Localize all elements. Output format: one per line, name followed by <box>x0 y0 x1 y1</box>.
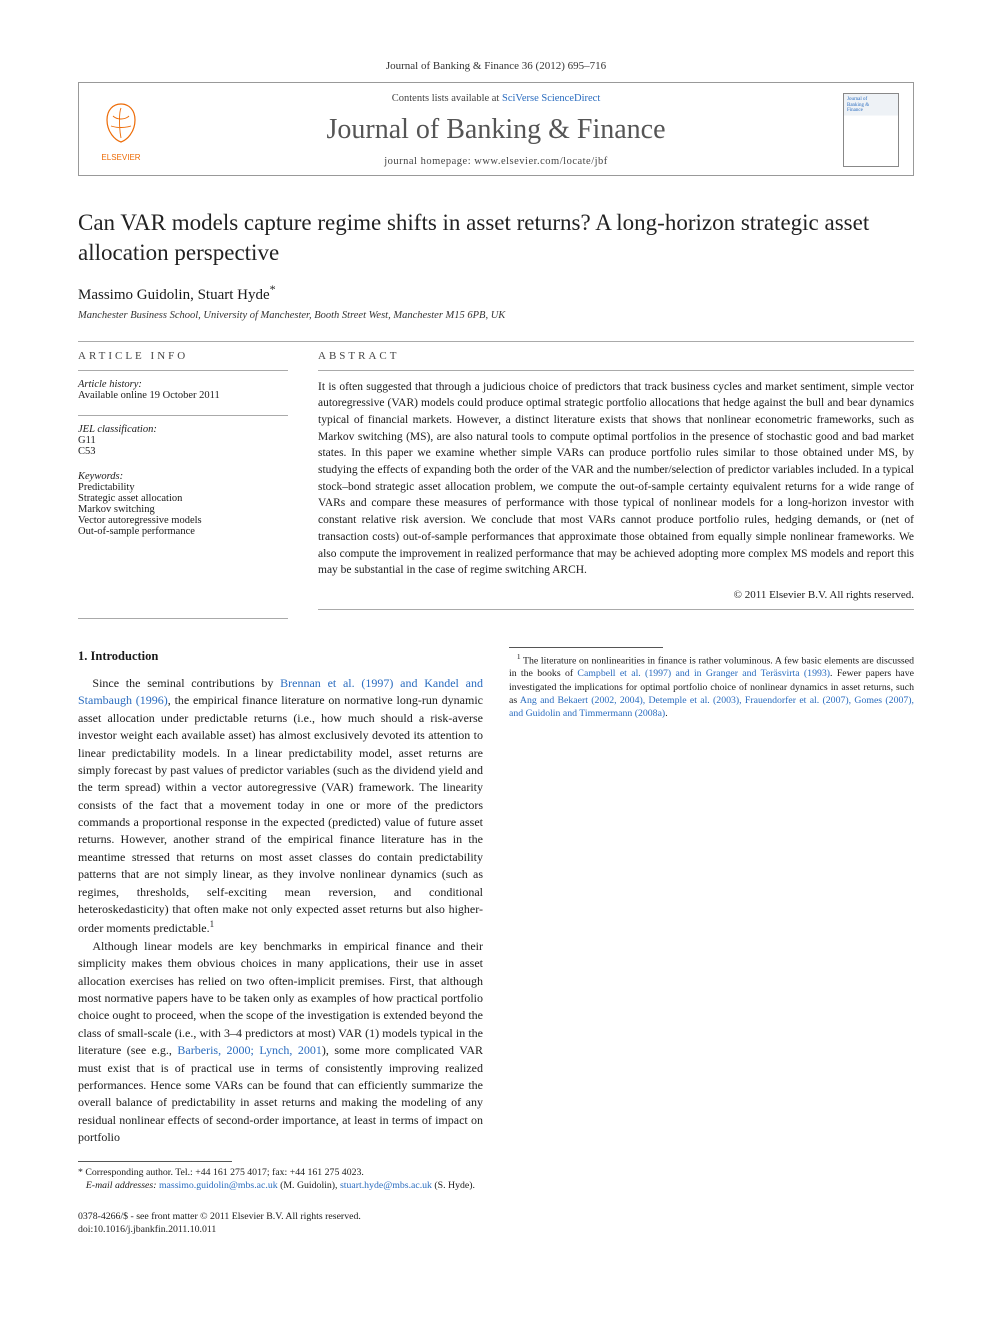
footnote-1: 1 The literature on nonlinearities in fi… <box>509 652 914 720</box>
email-link[interactable]: stuart.hyde@mbs.ac.uk <box>340 1180 432 1191</box>
header-center: Contents lists available at SciVerse Sci… <box>163 93 829 167</box>
elsevier-logo: ELSEVIER <box>93 98 149 162</box>
email-line: E-mail addresses: massimo.guidolin@mbs.a… <box>78 1179 483 1192</box>
text: Although linear models are key benchmark… <box>78 939 483 1057</box>
body-paragraph: Although linear models are key benchmark… <box>78 938 483 1147</box>
email-link[interactable]: massimo.guidolin@mbs.ac.uk <box>159 1180 278 1191</box>
jel-value: G11 <box>78 435 288 446</box>
journal-homepage-line: journal homepage: www.elsevier.com/locat… <box>163 156 829 167</box>
abstract-heading: ABSTRACT <box>318 350 914 362</box>
issn-line: 0378-4266/$ - see front matter © 2011 El… <box>78 1210 914 1223</box>
text: (S. Hyde). <box>432 1180 475 1191</box>
text: (M. Guidolin), <box>278 1180 340 1191</box>
journal-cover-thumbnail: Journal ofBanking &Finance <box>843 93 899 167</box>
footnotes-right: 1 The literature on nonlinearities in fi… <box>509 652 914 720</box>
body-columns: 1. Introduction Since the seminal contri… <box>78 647 914 1192</box>
authors-line: Massimo Guidolin, Stuart Hyde* <box>78 282 914 304</box>
contents-prefix: Contents lists available at <box>392 93 502 104</box>
footnote-separator <box>509 647 663 648</box>
abstract-column: ABSTRACT It is often suggested that thro… <box>318 350 914 618</box>
footnote-separator <box>78 1161 232 1162</box>
article-info-column: ARTICLE INFO Article history: Available … <box>78 350 288 618</box>
svg-text:ELSEVIER: ELSEVIER <box>101 153 140 162</box>
citation-link[interactable]: Ang and Bekaert (2002, 2004), Detemple e… <box>509 695 914 719</box>
footnote-marker: 1 <box>210 919 215 929</box>
email-label: E-mail addresses: <box>86 1180 157 1191</box>
keywords-block: Keywords: Predictability Strategic asset… <box>78 471 288 537</box>
history-label: Article history: <box>78 379 288 390</box>
keyword: Out-of-sample performance <box>78 526 288 537</box>
journal-title: Journal of Banking & Finance <box>163 114 829 146</box>
body-paragraph: Since the seminal contributions by Brenn… <box>78 675 483 938</box>
rule-top <box>78 341 914 342</box>
keyword: Markov switching <box>78 504 288 515</box>
keyword: Vector autoregressive models <box>78 515 288 526</box>
rule <box>318 370 914 371</box>
text: . <box>665 708 667 719</box>
citation-link[interactable]: Campbell et al. (1997) and in Granger an… <box>577 668 830 679</box>
rule <box>78 415 288 416</box>
page-footer: 0378-4266/$ - see front matter © 2011 El… <box>78 1210 914 1236</box>
rule <box>318 609 914 610</box>
doi-line: doi:10.1016/j.jbankfin.2011.10.011 <box>78 1223 914 1236</box>
page: Journal of Banking & Finance 36 (2012) 6… <box>0 0 992 1276</box>
article-info-heading: ARTICLE INFO <box>78 350 288 362</box>
keyword: Predictability <box>78 482 288 493</box>
affiliation: Manchester Business School, University o… <box>78 310 914 321</box>
text: ), some more complicated VAR must exist … <box>78 1043 483 1144</box>
rule <box>78 370 288 371</box>
keyword: Strategic asset allocation <box>78 493 288 504</box>
homepage-url: www.elsevier.com/locate/jbf <box>474 156 608 167</box>
journal-reference: Journal of Banking & Finance 36 (2012) 6… <box>78 60 914 72</box>
corresponding-symbol: * <box>270 282 276 296</box>
footnotes-left: * Corresponding author. Tel.: +44 161 27… <box>78 1166 483 1192</box>
footnote-number: 1 <box>517 652 521 661</box>
rule-info-bottom <box>78 618 288 619</box>
authors: Massimo Guidolin, Stuart Hyde <box>78 287 270 303</box>
jel-value: C53 <box>78 446 288 457</box>
corresponding-author-note: * Corresponding author. Tel.: +44 161 27… <box>78 1166 483 1179</box>
abstract-text: It is often suggested that through a jud… <box>318 379 914 579</box>
article-title: Can VAR models capture regime shifts in … <box>78 208 914 268</box>
text: , the empirical finance literature on no… <box>78 693 483 935</box>
history-value: Available online 19 October 2011 <box>78 390 288 401</box>
copyright-line: © 2011 Elsevier B.V. All rights reserved… <box>318 589 914 601</box>
jel-block: JEL classification: G11 C53 <box>78 424 288 457</box>
sciencedirect-link[interactable]: SciVerse ScienceDirect <box>502 93 600 104</box>
homepage-prefix: journal homepage: <box>384 156 474 167</box>
journal-header-box: ELSEVIER Contents lists available at Sci… <box>78 82 914 176</box>
section-heading: 1. Introduction <box>78 647 483 665</box>
jel-label: JEL classification: <box>78 424 288 435</box>
history-block: Article history: Available online 19 Oct… <box>78 379 288 401</box>
citation-link[interactable]: Barberis, 2000; Lynch, 2001 <box>177 1043 321 1057</box>
meta-row: ARTICLE INFO Article history: Available … <box>78 350 914 618</box>
contents-available-line: Contents lists available at SciVerse Sci… <box>163 93 829 104</box>
text: Since the seminal contributions by <box>92 676 280 690</box>
keywords-label: Keywords: <box>78 471 288 482</box>
